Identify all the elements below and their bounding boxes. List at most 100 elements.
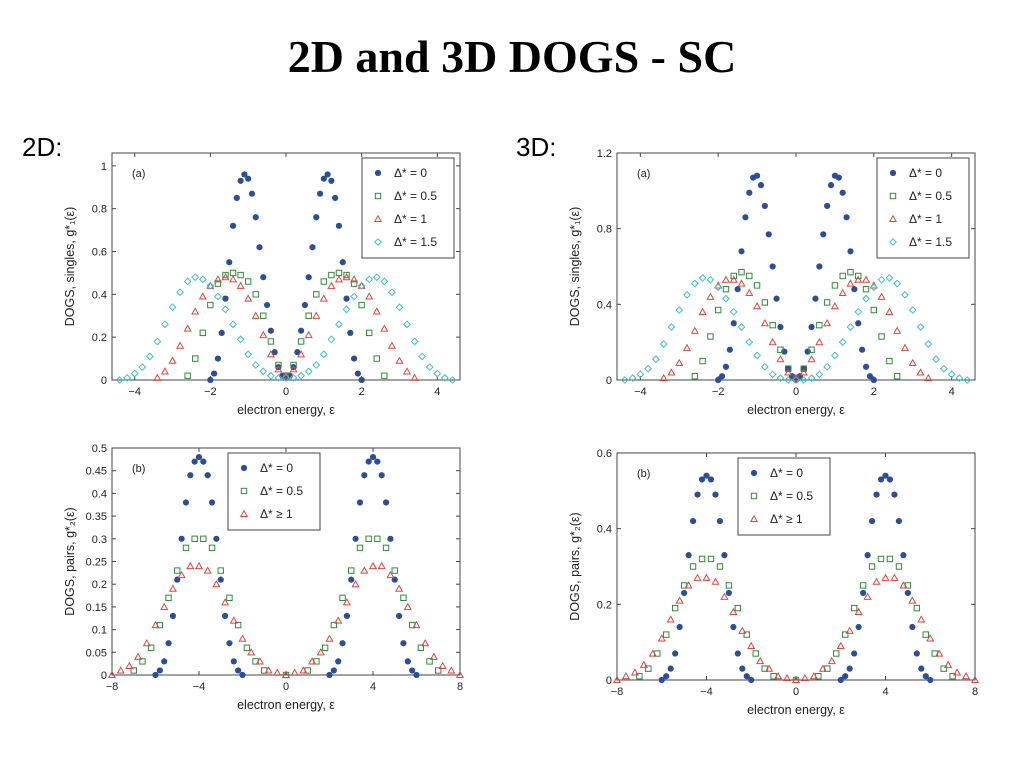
data-point <box>768 370 777 379</box>
data-point <box>815 337 824 346</box>
data-point <box>753 301 762 310</box>
label-2d: 2D: <box>22 132 63 162</box>
data-point <box>628 374 637 383</box>
y-tick-label: 0.4 <box>597 299 612 311</box>
data-point <box>765 664 774 672</box>
data-point <box>316 648 325 656</box>
data-point <box>214 292 222 301</box>
x-tick-label: 8 <box>972 686 978 698</box>
data-point <box>208 499 216 506</box>
data-point <box>356 544 364 552</box>
data-point <box>962 671 971 680</box>
data-point <box>410 373 419 381</box>
data-point <box>438 661 447 669</box>
data-point <box>229 222 237 229</box>
data-point <box>784 368 793 376</box>
data-point <box>281 670 291 679</box>
data-point <box>290 668 299 676</box>
data-point <box>698 476 706 483</box>
data-point <box>725 589 732 597</box>
legend-label: Δ* = 1.5 <box>394 235 437 249</box>
data-point <box>869 283 878 292</box>
data-point <box>365 275 374 284</box>
data-point <box>365 292 374 300</box>
data-point <box>833 650 840 657</box>
data-point <box>721 552 728 559</box>
data-point <box>259 367 268 376</box>
data-point <box>266 350 275 358</box>
data-point <box>305 274 312 281</box>
data-point <box>730 320 737 327</box>
data-point <box>413 671 420 679</box>
data-point <box>221 272 230 281</box>
data-point <box>761 202 768 210</box>
data-point <box>134 652 143 660</box>
data-point <box>372 273 381 282</box>
data-point <box>226 640 233 647</box>
data-point <box>191 307 200 315</box>
data-point <box>165 594 172 602</box>
legend-label: Δ* ≥ 1 <box>770 512 803 526</box>
data-point <box>863 592 872 600</box>
data-point <box>305 312 312 319</box>
data-point <box>245 175 252 182</box>
data-point <box>377 561 386 570</box>
data-point <box>350 280 358 287</box>
x-tick-label: −8 <box>611 686 624 698</box>
data-point <box>153 337 162 346</box>
data-point <box>742 214 749 221</box>
data-point <box>671 604 679 612</box>
data-point <box>746 189 753 196</box>
data-point <box>138 363 147 372</box>
series-triangle <box>659 275 933 382</box>
data-point <box>924 373 933 382</box>
x-tick-label: 0 <box>793 686 799 698</box>
data-point <box>335 658 342 665</box>
data-point <box>273 668 282 676</box>
data-point <box>657 634 666 642</box>
data-point <box>183 324 192 332</box>
data-point <box>659 340 668 348</box>
data-point <box>372 307 381 315</box>
data-point <box>332 194 339 202</box>
data-point <box>192 355 199 362</box>
data-point <box>374 535 381 542</box>
data-point <box>753 282 761 289</box>
y-tick-label: 0.6 <box>92 247 107 259</box>
data-point <box>712 491 719 498</box>
data-point <box>386 570 395 579</box>
data-point <box>885 307 894 315</box>
data-point <box>716 518 724 525</box>
data-point <box>194 561 204 570</box>
data-point <box>753 172 761 179</box>
data-point <box>689 563 697 570</box>
data-point <box>922 673 929 680</box>
data-point <box>827 656 836 665</box>
data-point <box>860 589 867 597</box>
data-point <box>260 312 267 319</box>
data-point <box>748 676 755 684</box>
data-point <box>440 373 449 382</box>
data-point <box>396 612 403 620</box>
legend-marker <box>888 214 898 223</box>
data-point <box>252 214 259 221</box>
data-point <box>707 333 714 340</box>
data-point <box>776 374 785 383</box>
data-point <box>838 288 847 297</box>
data-point <box>663 673 670 680</box>
y-tick-label: 0 <box>606 675 612 687</box>
legend-label: Δ* = 0.5 <box>394 189 437 203</box>
chart-3d-singles: −4 −2 0 2 4 0 0.4 0.8 1.2 electron energy, ε DOGS,… <box>568 148 976 417</box>
data-point <box>187 472 194 479</box>
data-point <box>877 476 885 483</box>
y-tick-label: 0.45 <box>86 466 107 478</box>
data-point <box>330 667 337 674</box>
x-tick-label: 4 <box>370 681 376 693</box>
data-point <box>237 177 244 184</box>
data-point <box>714 306 722 314</box>
data-point <box>381 372 388 379</box>
data-point <box>746 272 753 280</box>
data-point <box>694 491 701 498</box>
data-point <box>861 275 871 283</box>
data-point <box>659 373 668 382</box>
